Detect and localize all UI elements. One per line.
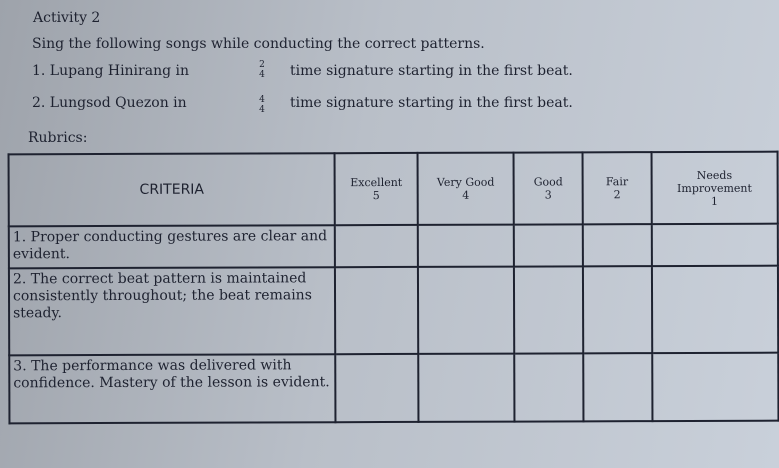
score-cell[interactable] [651,352,779,422]
score-cell[interactable] [651,223,778,267]
score-cell[interactable] [651,265,779,354]
ts-numerator: 2 [259,60,265,70]
score-cell[interactable] [418,353,515,422]
song-item-text: 2. Lungsod Quezon in [32,95,187,111]
song-item-1: 1. Lupang Hinirang in [32,63,189,79]
excellent-header: Excellent 5 [334,152,418,226]
header-label: Excellent [350,175,403,190]
header-score: 2 [613,188,621,202]
very-good-header: Very Good 4 [417,152,514,225]
table-row: 1. Proper conducting gestures are clear … [8,223,778,269]
score-cell[interactable] [335,353,419,423]
header-score: 4 [462,188,470,202]
ts-denominator: 4 [259,105,265,115]
header-score: 1 [710,194,719,208]
score-cell[interactable] [514,266,584,354]
ts-numerator: 4 [259,95,265,105]
activity-title: Activity 2 [33,10,101,26]
score-cell[interactable] [335,224,418,268]
score-cell[interactable] [583,353,653,422]
song-item-suffix: time signature starting in the first bea… [290,63,573,79]
score-cell[interactable] [514,353,584,422]
song-item-text: 1. Lupang Hinirang in [32,63,190,79]
good-header: Good 3 [513,152,583,225]
header-row: CRITERIA Excellent 5 Very Good 4 Good 3 Fai… [8,151,778,227]
ts-denominator: 4 [259,70,265,80]
table-row: 3. The performance was delivered with co… [9,352,779,424]
score-cell[interactable] [583,266,652,354]
song-item-2: 2. Lungsod Quezon in [32,95,187,111]
score-cell[interactable] [582,224,652,267]
header-label: Very Good [436,175,495,189]
header-score: 5 [372,189,380,203]
criteria-cell: 2. The correct beat pattern is maintaine… [8,267,336,356]
score-cell[interactable] [417,266,515,354]
header-label: Needs Improvement [677,168,752,195]
criteria-cell: 3. The performance was delivered with co… [9,354,336,424]
header-label: Good [533,175,563,189]
song-item-suffix: time signature starting in the first bea… [290,95,573,111]
criteria-header: CRITERIA [8,153,336,227]
needs-improvement-header: Needs Improvement 1 [651,151,778,225]
table-row: 2. The correct beat pattern is maintaine… [8,265,779,356]
header-label: Fair [605,175,629,189]
rubric-table: CRITERIA Excellent 5 Very Good 4 Good 3 Fai… [8,151,779,425]
header-score: 3 [544,188,552,202]
score-cell[interactable] [513,224,584,267]
score-cell[interactable] [335,266,419,355]
criteria-cell: 1. Proper conducting gestures are clear … [8,225,336,269]
fair-header: Fair 2 [582,152,652,225]
instruction: Sing the following songs while conductin… [32,36,485,52]
score-cell[interactable] [417,224,515,267]
rubrics-label: Rubrics: [28,130,88,146]
